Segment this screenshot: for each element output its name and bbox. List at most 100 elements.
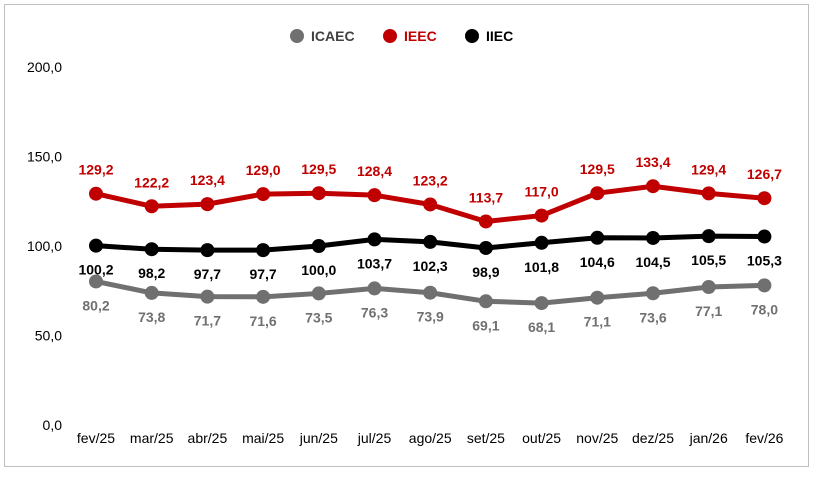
data-point-ieec — [311, 186, 326, 201]
x-tick-label: fev/25 — [77, 430, 115, 446]
data-label-icaec: 73,6 — [639, 309, 666, 325]
data-label-iiec: 100,0 — [301, 262, 336, 278]
data-point-ieec — [256, 187, 271, 202]
data-point-icaec — [144, 285, 159, 300]
legend: ICAEC IEEC IIEC — [290, 28, 513, 44]
y-tick-label: 200,0 — [27, 59, 62, 75]
data-point-ieec — [367, 188, 382, 203]
data-point-icaec — [590, 290, 605, 305]
data-label-iiec: 97,7 — [249, 266, 276, 282]
data-label-iiec: 105,3 — [747, 253, 782, 269]
data-label-iiec: 104,5 — [635, 254, 670, 270]
data-point-iiec — [701, 229, 716, 244]
x-tick-label: nov/25 — [576, 430, 618, 446]
data-point-icaec — [367, 281, 382, 296]
legend-marker — [290, 29, 304, 43]
x-tick-label: mar/25 — [130, 430, 174, 446]
data-point-iiec — [534, 235, 549, 250]
x-tick-label: fev/26 — [745, 430, 783, 446]
y-axis: 0,0 50,0 100,0 150,0 200,0 — [27, 59, 62, 433]
data-point-iiec — [646, 230, 660, 245]
data-point-iiec — [311, 239, 326, 253]
data-label-ieec: 128,4 — [357, 163, 392, 179]
data-label-iiec: 98,9 — [472, 264, 499, 280]
data-point-icaec — [311, 286, 326, 301]
x-tick-label: set/25 — [467, 430, 505, 446]
data-point-iiec — [200, 243, 215, 258]
series-iiec — [89, 229, 772, 258]
data-label-ieec: 133,4 — [635, 154, 670, 170]
data-label-icaec: 73,9 — [417, 309, 444, 325]
legend-item-ieec: IEEC — [383, 28, 437, 44]
data-point-iiec — [423, 234, 438, 249]
data-point-icaec — [757, 278, 772, 293]
data-point-ieec — [144, 199, 159, 214]
data-label-iiec: 98,2 — [138, 265, 165, 281]
data-label-ieec: 129,5 — [580, 161, 615, 177]
x-tick-label: out/25 — [522, 430, 561, 446]
x-tick-label: jul/25 — [357, 430, 392, 446]
data-point-ieec — [757, 191, 772, 206]
data-label-icaec: 68,1 — [528, 319, 555, 335]
legend-marker — [465, 29, 479, 43]
data-point-ieec — [478, 214, 493, 229]
y-tick-label: 0,0 — [43, 417, 63, 433]
series-ieec — [89, 179, 772, 229]
data-point-iiec — [590, 230, 605, 245]
data-point-ieec — [200, 197, 215, 212]
data-label-icaec: 71,6 — [249, 313, 276, 329]
y-tick-label: 100,0 — [27, 238, 62, 254]
data-point-iiec — [89, 238, 103, 253]
data-point-ieec — [89, 186, 103, 201]
data-point-iiec — [144, 242, 159, 257]
data-point-iiec — [478, 240, 493, 255]
data-label-ieec: 129,2 — [78, 162, 113, 178]
x-tick-label: abr/25 — [188, 430, 228, 446]
data-label-iiec: 97,7 — [194, 266, 221, 282]
data-point-iiec — [367, 232, 382, 247]
data-label-icaec: 80,2 — [82, 297, 109, 313]
x-tick-label: ago/25 — [409, 430, 452, 446]
data-label-iiec: 105,5 — [691, 252, 726, 268]
legend-item-iiec: IIEC — [465, 28, 513, 44]
data-label-iiec: 103,7 — [357, 255, 392, 271]
data-point-ieec — [590, 186, 605, 201]
data-label-iiec: 104,6 — [580, 254, 615, 270]
x-tick-label: jun/25 — [299, 430, 338, 446]
data-label-ieec: 123,2 — [413, 172, 448, 188]
data-label-ieec: 129,0 — [246, 162, 281, 178]
series-icaec — [89, 274, 772, 311]
data-label-ieec: 117,0 — [524, 184, 558, 200]
data-labels: 80,2 73,8 71,7 71,6 73,5 76,3 73,9 69,1 68,1 71,1… — [78, 154, 782, 335]
data-label-icaec: 71,1 — [584, 314, 611, 330]
data-point-icaec — [256, 289, 271, 304]
data-point-icaec — [423, 285, 438, 300]
data-label-ieec: 126,7 — [747, 166, 782, 182]
data-point-icaec — [701, 279, 716, 294]
y-tick-label: 50,0 — [35, 328, 62, 344]
data-label-icaec: 71,7 — [194, 313, 221, 329]
data-point-iiec — [256, 243, 271, 258]
x-tick-label: mai/25 — [242, 430, 284, 446]
data-point-icaec — [646, 286, 660, 301]
data-point-icaec — [89, 274, 103, 289]
data-label-icaec: 73,8 — [138, 309, 165, 325]
data-label-icaec: 69,1 — [472, 317, 499, 333]
data-label-icaec: 77,1 — [695, 303, 722, 319]
x-tick-label: jan/26 — [689, 430, 728, 446]
legend-label: IIEC — [486, 28, 513, 44]
legend-label: IEEC — [404, 28, 437, 44]
data-point-ieec — [646, 179, 660, 194]
data-label-iiec: 102,3 — [413, 258, 448, 274]
data-point-ieec — [423, 197, 438, 212]
data-label-iiec: 100,2 — [78, 262, 113, 278]
legend-marker — [383, 29, 397, 43]
data-point-ieec — [701, 186, 716, 201]
data-label-ieec: 113,7 — [469, 189, 503, 205]
data-label-icaec: 73,5 — [305, 309, 332, 325]
data-point-icaec — [200, 289, 215, 304]
data-label-ieec: 129,4 — [691, 161, 726, 177]
data-point-iiec — [757, 229, 772, 244]
y-tick-label: 150,0 — [27, 149, 62, 165]
